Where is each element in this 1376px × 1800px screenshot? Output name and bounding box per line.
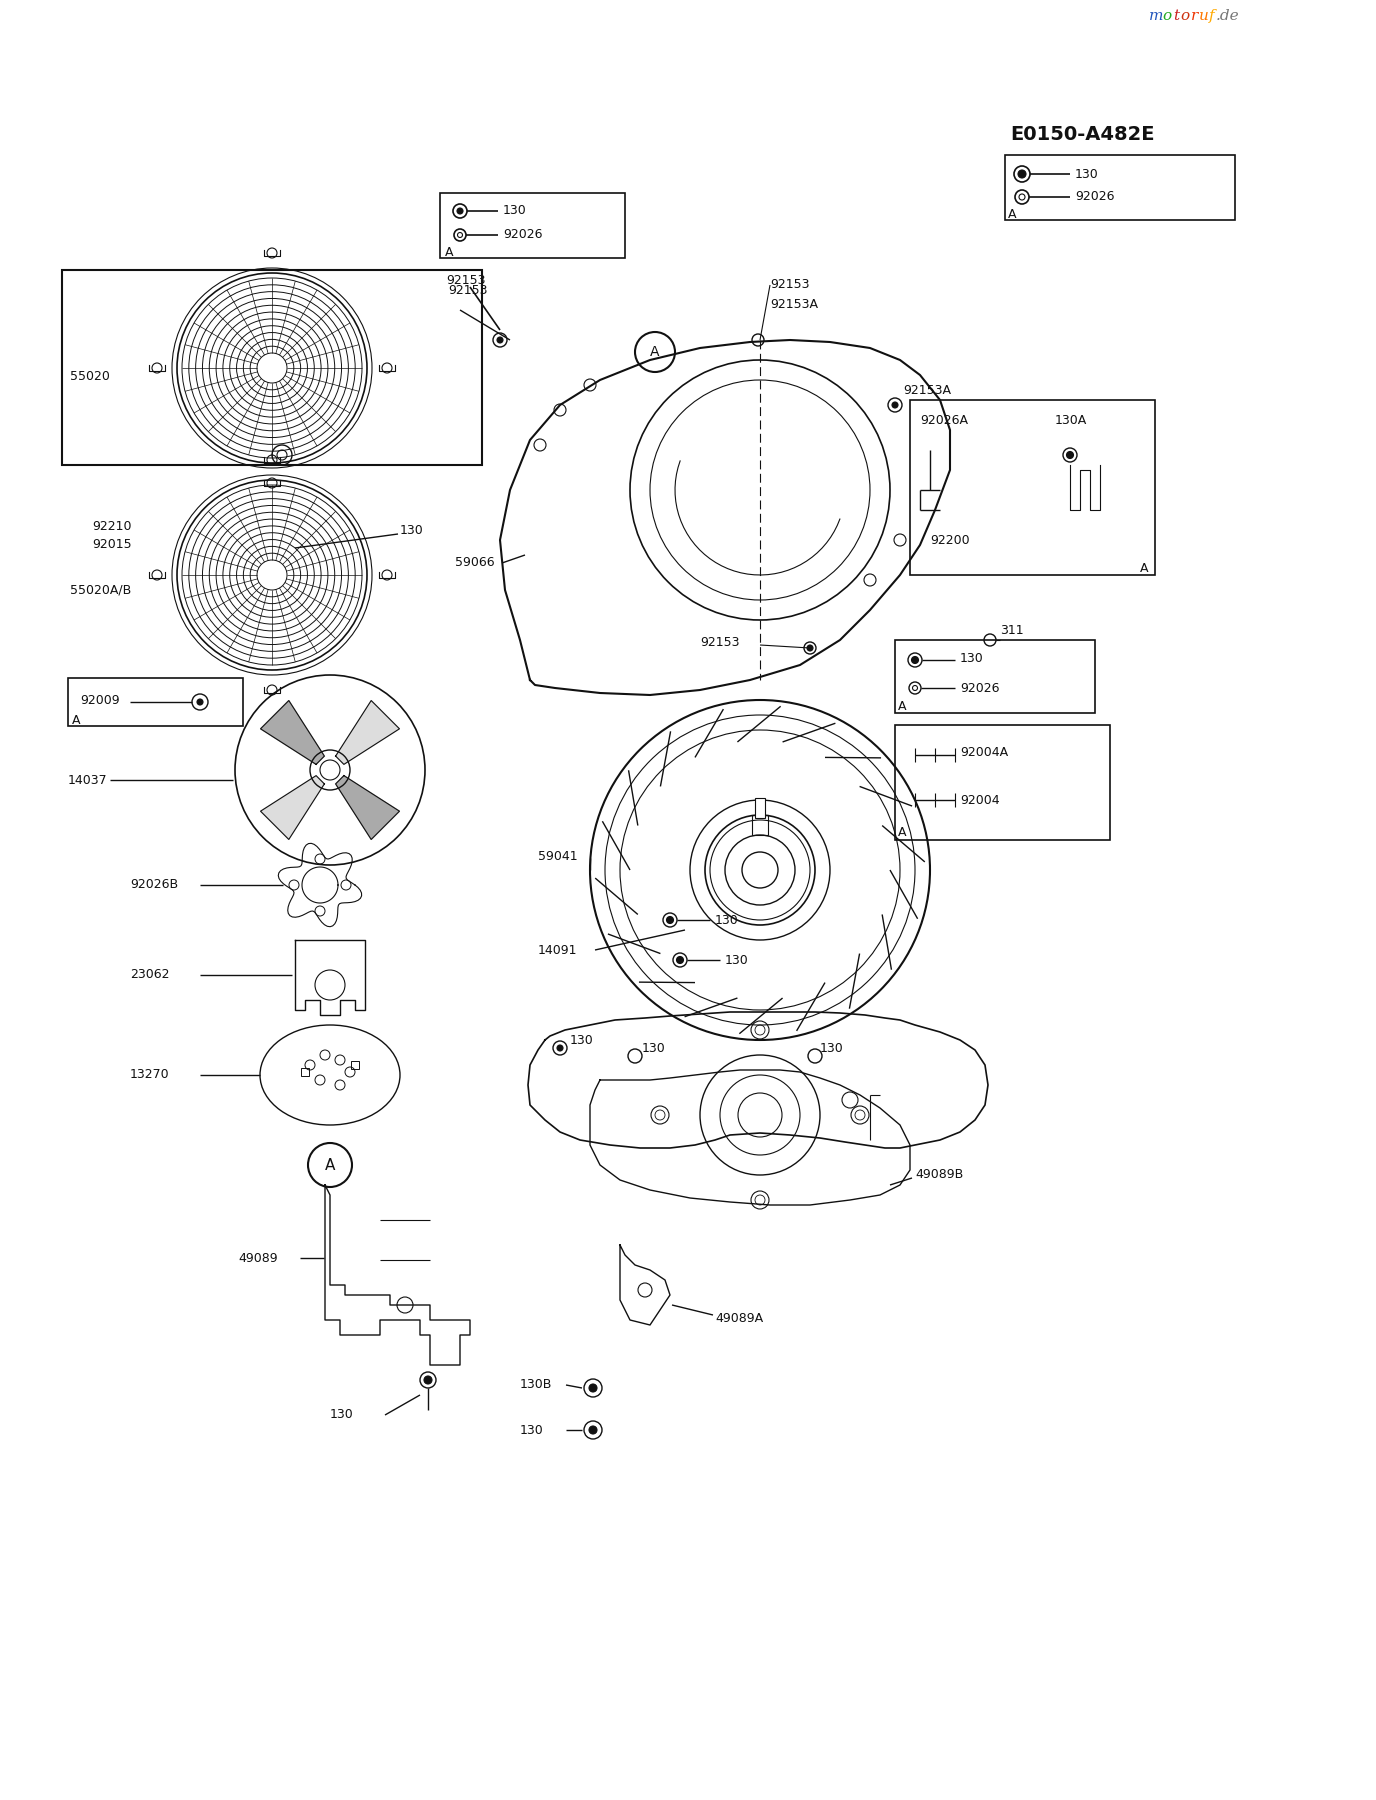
Text: 92210: 92210 <box>92 520 132 533</box>
Circle shape <box>424 1375 432 1384</box>
Text: A: A <box>899 700 907 713</box>
Polygon shape <box>336 776 399 839</box>
Bar <box>755 797 765 817</box>
Circle shape <box>197 698 204 706</box>
Polygon shape <box>621 1246 670 1325</box>
Text: 130: 130 <box>504 205 527 218</box>
Bar <box>62 270 482 464</box>
Circle shape <box>666 916 673 923</box>
Text: 92026A: 92026A <box>921 414 967 427</box>
Text: A: A <box>325 1157 336 1172</box>
Text: 14037: 14037 <box>67 774 107 787</box>
Polygon shape <box>528 1012 988 1148</box>
Text: 130: 130 <box>330 1408 354 1422</box>
Text: 92026B: 92026B <box>129 878 178 891</box>
Text: o: o <box>1181 9 1189 23</box>
Text: 130: 130 <box>400 524 424 536</box>
Text: 92153: 92153 <box>449 283 487 297</box>
Bar <box>910 400 1154 574</box>
Text: 92009: 92009 <box>80 693 120 706</box>
Text: 23062: 23062 <box>129 968 169 981</box>
Text: m: m <box>1149 9 1164 23</box>
Circle shape <box>677 956 684 963</box>
Text: A: A <box>899 826 907 839</box>
Bar <box>67 679 244 725</box>
Text: 92153: 92153 <box>446 274 486 286</box>
Text: f: f <box>1210 9 1215 23</box>
Text: A: A <box>1139 562 1149 574</box>
Text: 130: 130 <box>1075 167 1099 180</box>
Polygon shape <box>325 1184 471 1364</box>
Circle shape <box>589 1426 597 1435</box>
Text: 92026: 92026 <box>504 229 542 241</box>
Polygon shape <box>260 700 325 765</box>
Bar <box>894 641 1095 713</box>
Text: 49089A: 49089A <box>716 1312 764 1325</box>
Bar <box>1004 155 1236 220</box>
Text: 311: 311 <box>1000 623 1024 637</box>
Polygon shape <box>336 700 399 765</box>
Text: 92200: 92200 <box>930 533 970 547</box>
Polygon shape <box>499 340 949 695</box>
Text: 92015: 92015 <box>92 538 132 551</box>
Bar <box>351 1060 359 1069</box>
Text: 130: 130 <box>960 653 984 666</box>
Text: 130A: 130A <box>1055 414 1087 427</box>
Text: 92004A: 92004A <box>960 745 1009 758</box>
Text: 55020: 55020 <box>70 371 110 383</box>
Text: 130: 130 <box>570 1033 594 1046</box>
Bar <box>753 815 768 835</box>
Text: A: A <box>72 713 81 727</box>
Text: A: A <box>1009 209 1017 221</box>
Circle shape <box>911 657 919 664</box>
Ellipse shape <box>260 1024 400 1125</box>
Circle shape <box>557 1046 563 1051</box>
Text: 130: 130 <box>725 954 749 967</box>
Text: 130: 130 <box>820 1042 843 1055</box>
Text: .de: .de <box>1216 9 1240 23</box>
Text: 130: 130 <box>520 1424 544 1436</box>
Text: 13270: 13270 <box>129 1069 169 1082</box>
Text: 49089B: 49089B <box>915 1168 963 1181</box>
Text: 92153A: 92153A <box>771 299 817 311</box>
Text: 55020A/B: 55020A/B <box>70 583 131 596</box>
Text: 49089: 49089 <box>238 1251 278 1264</box>
Text: 92153: 92153 <box>771 279 809 292</box>
Circle shape <box>806 644 813 652</box>
Text: 92153: 92153 <box>700 635 739 648</box>
Circle shape <box>457 209 462 214</box>
Polygon shape <box>590 1069 910 1204</box>
Circle shape <box>1066 452 1073 459</box>
Circle shape <box>589 1384 597 1391</box>
Text: 130: 130 <box>716 914 739 927</box>
Polygon shape <box>260 776 325 839</box>
Text: 59041: 59041 <box>538 850 578 862</box>
Text: o: o <box>1161 9 1171 23</box>
Text: E0150-A482E: E0150-A482E <box>1010 126 1154 144</box>
Text: 59066: 59066 <box>455 556 494 569</box>
Text: t: t <box>1172 9 1179 23</box>
Polygon shape <box>294 940 365 1015</box>
Text: 92153A: 92153A <box>903 385 951 398</box>
Text: 14091: 14091 <box>538 943 578 956</box>
Circle shape <box>1018 169 1026 178</box>
Circle shape <box>497 337 504 344</box>
Text: r: r <box>1192 9 1198 23</box>
Text: A: A <box>444 247 454 259</box>
Circle shape <box>892 401 899 409</box>
Text: 92026: 92026 <box>1075 191 1115 203</box>
Bar <box>440 193 625 257</box>
Text: 92004: 92004 <box>960 794 999 806</box>
Bar <box>301 1067 310 1076</box>
Text: u: u <box>1198 9 1210 23</box>
Text: 130B: 130B <box>520 1379 552 1391</box>
Text: 130: 130 <box>643 1042 666 1055</box>
Text: A: A <box>651 346 659 358</box>
Bar <box>894 725 1110 841</box>
Text: 92026: 92026 <box>960 682 999 695</box>
